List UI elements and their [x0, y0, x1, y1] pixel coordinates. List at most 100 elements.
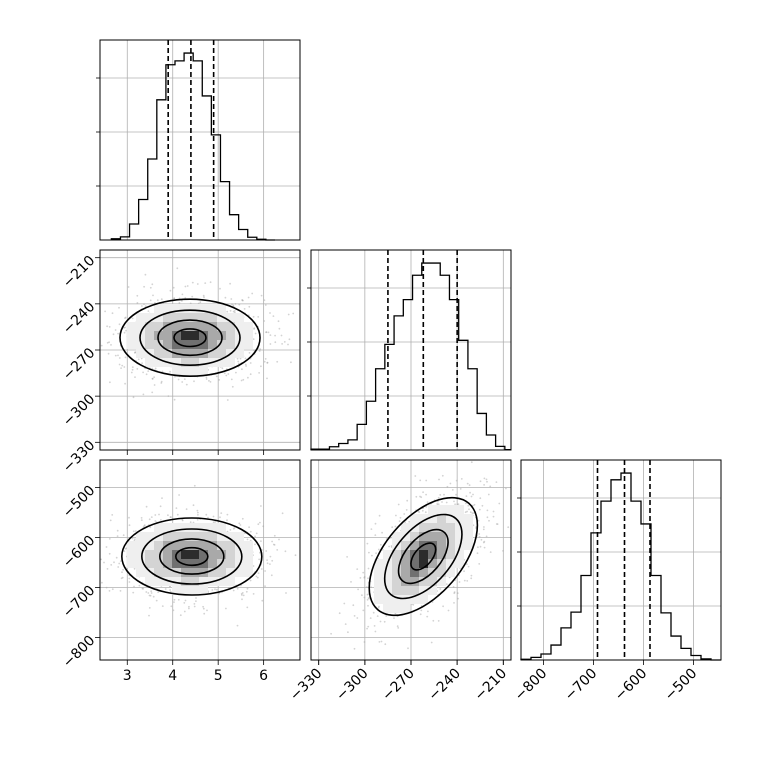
density-cell	[383, 595, 392, 604]
sample-point	[374, 534, 377, 536]
density-cell	[419, 550, 428, 559]
density-cell	[163, 550, 172, 559]
sample-point	[225, 374, 228, 377]
density-cell	[217, 532, 226, 541]
sample-point	[205, 376, 208, 379]
density-cell	[154, 541, 163, 550]
sample-point	[108, 590, 111, 592]
density-cell	[392, 568, 401, 577]
sample-point	[483, 526, 485, 528]
sample-point	[266, 562, 269, 565]
density-cell	[217, 340, 226, 349]
sample-point	[273, 534, 276, 537]
density-cell	[464, 514, 473, 523]
panel-frame	[99, 459, 301, 661]
sample-point	[261, 599, 264, 602]
sample-point	[263, 320, 266, 322]
sample-point	[452, 586, 455, 588]
sample-point	[269, 563, 271, 565]
density-cell	[154, 313, 163, 322]
sample-point	[177, 378, 180, 381]
sample-point	[110, 564, 113, 566]
sample-point	[266, 377, 268, 380]
density-cell	[199, 322, 208, 331]
sample-point	[246, 587, 249, 590]
density-cell	[145, 577, 154, 586]
sample-point	[156, 299, 159, 302]
sample-point	[264, 358, 267, 360]
sample-point	[230, 378, 233, 381]
sample-point	[359, 577, 362, 579]
sample-point	[246, 606, 249, 609]
density-cell	[127, 550, 136, 559]
sample-point	[260, 505, 262, 507]
density-contour	[175, 546, 209, 567]
sample-point	[105, 546, 108, 548]
sample-point	[258, 372, 260, 374]
sample-point	[203, 296, 205, 299]
sample-point	[159, 505, 162, 508]
sample-point	[150, 516, 153, 518]
density-cell	[383, 604, 392, 613]
sample-point	[397, 627, 400, 629]
sample-point	[193, 605, 196, 608]
sample-point	[260, 365, 262, 368]
density-cell	[410, 559, 419, 568]
sample-point	[160, 382, 163, 384]
density-cell	[163, 532, 172, 541]
sample-point	[111, 514, 114, 516]
sample-point	[197, 514, 199, 516]
sample-point	[193, 380, 195, 383]
sample-point	[137, 358, 140, 361]
density-cell	[190, 331, 199, 340]
sample-point	[395, 514, 397, 517]
density-cell	[226, 541, 235, 550]
sample-point	[153, 376, 156, 379]
sample-point	[281, 512, 284, 515]
sample-point	[131, 368, 134, 371]
sample-point	[439, 588, 442, 590]
sample-point	[111, 312, 114, 315]
density-cell	[235, 541, 244, 550]
density-cell	[208, 331, 217, 340]
density-cell	[181, 304, 190, 313]
sample-point	[267, 331, 270, 334]
sample-point	[260, 568, 263, 570]
sample-point	[124, 316, 127, 319]
sample-point	[209, 381, 212, 383]
density-cell	[437, 514, 446, 523]
sample-point	[338, 612, 341, 615]
sample-point	[204, 282, 207, 284]
sample-point	[211, 589, 214, 591]
sample-point	[249, 530, 252, 533]
sample-point	[393, 617, 395, 619]
sample-point	[362, 571, 365, 574]
sample-point	[202, 607, 205, 610]
density-cell	[127, 541, 136, 550]
density-cell	[226, 313, 235, 322]
sample-point	[133, 585, 135, 588]
density-cell	[410, 532, 419, 541]
sample-point	[343, 602, 346, 605]
density-cell	[401, 577, 410, 586]
density-cell	[199, 550, 208, 559]
sample-point	[149, 286, 152, 289]
sample-point	[381, 531, 383, 534]
sample-point	[248, 352, 251, 354]
sample-point	[241, 598, 243, 601]
sample-point	[257, 572, 260, 575]
sample-point	[379, 620, 382, 623]
sample-point	[269, 343, 272, 345]
density-cell	[172, 304, 181, 313]
sample-point	[117, 354, 119, 357]
density-cell	[455, 505, 464, 514]
density-cell	[181, 586, 190, 595]
sample-point	[453, 602, 455, 604]
density-cell	[136, 349, 145, 358]
sample-point	[287, 313, 290, 316]
sample-point	[371, 554, 373, 557]
sample-point	[255, 532, 258, 535]
sample-point	[147, 310, 150, 312]
sample-point	[236, 624, 239, 627]
